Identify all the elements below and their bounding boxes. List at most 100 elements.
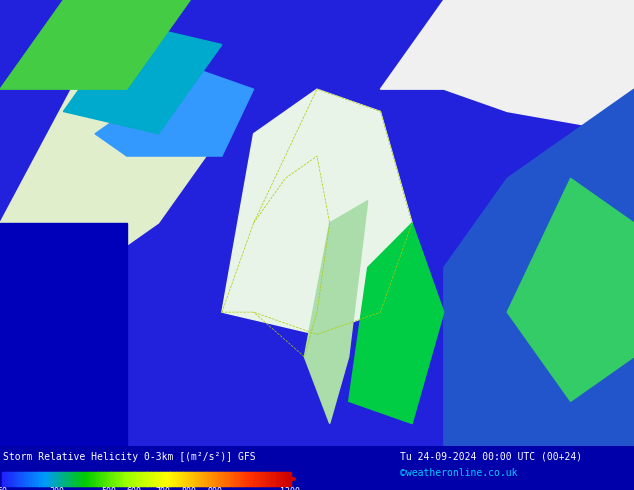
Bar bbox=[124, 472, 126, 486]
Bar bbox=[156, 472, 158, 486]
Bar bbox=[231, 472, 233, 486]
Bar bbox=[149, 472, 151, 486]
Bar bbox=[3, 472, 5, 486]
Bar bbox=[45, 472, 47, 486]
Bar bbox=[247, 472, 249, 486]
Text: 900: 900 bbox=[207, 488, 223, 490]
Bar bbox=[260, 472, 262, 486]
Bar bbox=[101, 472, 103, 486]
Bar bbox=[268, 472, 270, 486]
Bar bbox=[172, 472, 174, 486]
Bar bbox=[212, 472, 214, 486]
Bar bbox=[205, 472, 207, 486]
Bar bbox=[258, 472, 261, 486]
Bar bbox=[214, 472, 216, 486]
Bar bbox=[146, 472, 148, 486]
Bar bbox=[70, 472, 72, 486]
Polygon shape bbox=[507, 178, 634, 401]
Bar bbox=[223, 472, 224, 486]
Bar bbox=[44, 472, 46, 486]
Bar bbox=[32, 472, 34, 486]
Bar bbox=[218, 472, 220, 486]
Bar bbox=[273, 472, 275, 486]
Bar bbox=[171, 472, 172, 486]
Bar bbox=[193, 472, 195, 486]
Text: 800: 800 bbox=[182, 488, 197, 490]
Bar bbox=[284, 472, 286, 486]
Bar bbox=[225, 472, 227, 486]
Bar bbox=[286, 472, 288, 486]
Bar bbox=[113, 472, 115, 486]
Bar bbox=[181, 472, 183, 486]
Bar bbox=[11, 472, 13, 486]
Polygon shape bbox=[222, 89, 412, 334]
Bar bbox=[82, 472, 84, 486]
Bar bbox=[2, 472, 4, 486]
Bar bbox=[60, 472, 61, 486]
Bar bbox=[10, 472, 11, 486]
Bar bbox=[38, 472, 40, 486]
Bar bbox=[54, 472, 56, 486]
Bar bbox=[178, 472, 179, 486]
Bar bbox=[145, 472, 146, 486]
Bar bbox=[152, 472, 153, 486]
Bar bbox=[107, 472, 109, 486]
Bar bbox=[55, 472, 57, 486]
Bar bbox=[126, 472, 128, 486]
Bar bbox=[74, 472, 76, 486]
Text: 500: 500 bbox=[101, 488, 116, 490]
Bar bbox=[18, 472, 20, 486]
Polygon shape bbox=[63, 22, 222, 134]
Polygon shape bbox=[0, 45, 222, 268]
Text: 300: 300 bbox=[49, 488, 64, 490]
Bar bbox=[138, 472, 139, 486]
Bar bbox=[234, 472, 236, 486]
Bar bbox=[22, 472, 24, 486]
Bar bbox=[48, 472, 50, 486]
Bar bbox=[104, 472, 106, 486]
Bar bbox=[288, 472, 290, 486]
Bar bbox=[110, 472, 112, 486]
Bar bbox=[195, 472, 197, 486]
Bar bbox=[228, 472, 230, 486]
Bar bbox=[129, 472, 131, 486]
Bar bbox=[169, 472, 171, 486]
Bar bbox=[84, 472, 86, 486]
Bar bbox=[173, 472, 175, 486]
Bar bbox=[58, 472, 60, 486]
Bar bbox=[42, 472, 44, 486]
Bar bbox=[157, 472, 160, 486]
Bar bbox=[41, 472, 43, 486]
Bar bbox=[65, 472, 67, 486]
Bar bbox=[252, 472, 254, 486]
Bar bbox=[15, 472, 17, 486]
Bar bbox=[140, 472, 142, 486]
Bar bbox=[86, 472, 87, 486]
Bar bbox=[117, 472, 119, 486]
Bar bbox=[21, 472, 23, 486]
Bar bbox=[271, 472, 273, 486]
Bar bbox=[53, 472, 55, 486]
Bar bbox=[91, 472, 93, 486]
Bar bbox=[208, 472, 210, 486]
Bar bbox=[61, 472, 63, 486]
Bar bbox=[75, 472, 77, 486]
Bar bbox=[96, 472, 98, 486]
Bar bbox=[244, 472, 246, 486]
Bar bbox=[141, 472, 144, 486]
Bar bbox=[71, 472, 73, 486]
Text: 600: 600 bbox=[127, 488, 142, 490]
Bar bbox=[132, 472, 134, 486]
Bar bbox=[29, 472, 31, 486]
Bar bbox=[274, 472, 276, 486]
Bar bbox=[155, 472, 157, 486]
Bar bbox=[221, 472, 223, 486]
Bar bbox=[143, 472, 145, 486]
Bar bbox=[176, 472, 178, 486]
Bar bbox=[192, 472, 194, 486]
Bar bbox=[240, 472, 242, 486]
Bar bbox=[238, 472, 240, 486]
Bar bbox=[23, 472, 25, 486]
Bar bbox=[197, 472, 198, 486]
Polygon shape bbox=[0, 0, 190, 89]
